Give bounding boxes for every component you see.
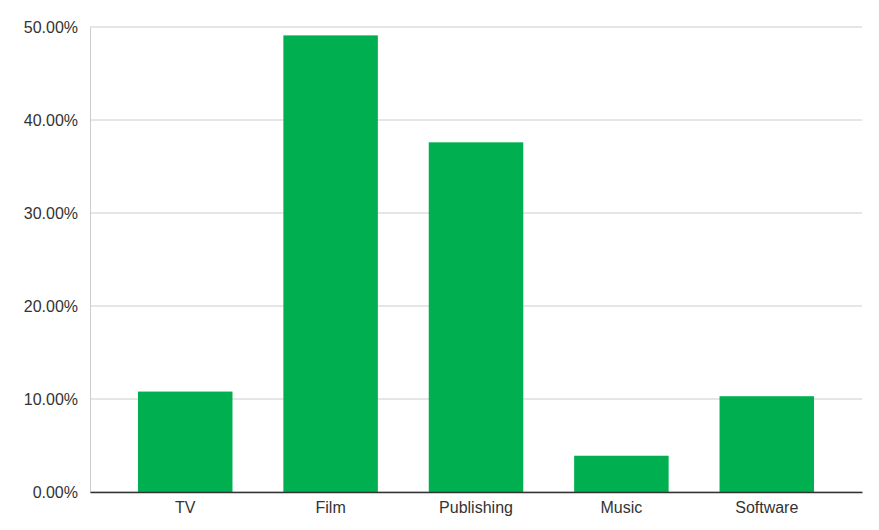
bars <box>138 35 814 492</box>
x-tick: Music <box>600 492 642 516</box>
y-tick-label: 10.00% <box>24 391 78 408</box>
y-tick: 40.00% <box>24 112 90 129</box>
y-tick-label: 50.00% <box>24 19 78 36</box>
y-axis-line <box>90 28 91 493</box>
grid-line <box>90 120 862 121</box>
y-axis: 0.00% 10.00% 20.00% 30.00% 40.00% 50.00% <box>24 19 91 501</box>
grid <box>90 27 862 492</box>
x-axis: TV Film Publishing Music Software <box>91 492 863 516</box>
bar <box>574 456 669 492</box>
x-tick: Publishing <box>439 492 513 516</box>
y-tick: 0.00% <box>33 484 90 501</box>
y-tick-label: 30.00% <box>24 205 78 222</box>
grid-line <box>90 27 862 28</box>
y-tick: 30.00% <box>24 205 90 222</box>
bar <box>283 35 378 492</box>
y-tick-label: 40.00% <box>24 112 78 129</box>
chart: 0.00% 10.00% 20.00% 30.00% 40.00% 50.00% TV Fil… <box>0 0 879 530</box>
x-tick-label: Software <box>735 499 798 516</box>
x-tick-label: TV <box>175 499 196 516</box>
x-tick-label: Film <box>316 499 346 516</box>
x-tick-label: Publishing <box>439 499 513 516</box>
x-axis-line <box>91 492 863 493</box>
y-tick: 20.00% <box>24 298 90 315</box>
bar <box>138 392 233 492</box>
y-tick: 50.00% <box>24 19 90 36</box>
x-tick-label: Music <box>600 499 642 516</box>
x-tick: Software <box>735 492 798 516</box>
x-tick: Film <box>316 492 346 516</box>
bar <box>429 142 524 492</box>
y-tick-label: 20.00% <box>24 298 78 315</box>
x-tick: TV <box>175 492 196 516</box>
y-tick: 10.00% <box>24 391 90 408</box>
bar <box>720 396 815 492</box>
y-tick-label: 0.00% <box>33 484 78 501</box>
